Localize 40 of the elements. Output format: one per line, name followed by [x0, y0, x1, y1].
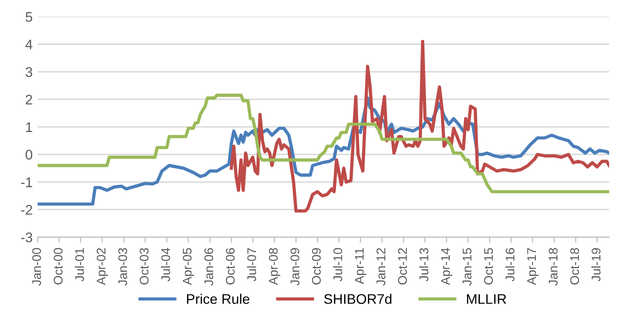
- x-tick-label: Oct-03: [140, 248, 149, 284]
- y-tick-label: 0: [26, 150, 32, 160]
- x-tick-label: Oct-18: [570, 248, 580, 284]
- x-tick-label: Oct-15: [484, 248, 493, 284]
- x-tick-label: Jul-04: [160, 248, 170, 282]
- x-tick-label: Oct-00: [54, 248, 63, 284]
- y-tick-label: 2: [26, 94, 32, 104]
- x-tick-label: Apr-08: [268, 248, 280, 286]
- y-tick-label: 1: [26, 122, 32, 132]
- x-tick-label: Apr-11: [355, 248, 366, 284]
- y-tick-label: 4: [25, 40, 32, 50]
- x-tick-label: Jan-12: [376, 248, 386, 286]
- y-tick-label: -3: [21, 232, 32, 242]
- x-tick-label: Oct-06: [226, 248, 235, 284]
- x-tick-label: Apr-14: [441, 248, 452, 286]
- x-tick-label: Jan-18: [548, 248, 558, 286]
- x-tick-label: Jan-06: [204, 248, 214, 286]
- x-tick-label: Jul-19: [591, 248, 600, 282]
- x-tick-label: Jan-09: [290, 248, 300, 286]
- y-tick-label: -2: [21, 204, 32, 215]
- x-tick-label: Apr-17: [527, 248, 538, 286]
- y-tick-label: 3: [26, 67, 32, 77]
- legend-label: MLLIR: [467, 294, 506, 304]
- legend-label: SHIBOR7d: [324, 294, 392, 304]
- x-tick-label: Oct-12: [398, 248, 407, 284]
- x-tick-label: Jul-13: [419, 248, 428, 282]
- x-tick-label: Jan-03: [118, 248, 128, 286]
- x-tick-label: Jul-07: [246, 248, 256, 282]
- x-tick-label: Oct-09: [312, 248, 321, 284]
- x-tick-label: Apr-02: [96, 248, 108, 286]
- x-tick-label: Jan-15: [462, 248, 472, 286]
- x-tick-label: Jan-00: [32, 248, 42, 286]
- y-tick-label: 5: [26, 12, 32, 22]
- x-tick-label: Jul-16: [505, 248, 514, 282]
- x-tick-label: Apr-05: [182, 248, 194, 286]
- line-series: [230, 40, 610, 213]
- y-tick-label: -1: [21, 178, 32, 188]
- legend-label: Price Rule: [187, 294, 250, 304]
- x-tick-label: Jul-10: [333, 248, 342, 282]
- x-tick-label: Jul-01: [74, 248, 84, 282]
